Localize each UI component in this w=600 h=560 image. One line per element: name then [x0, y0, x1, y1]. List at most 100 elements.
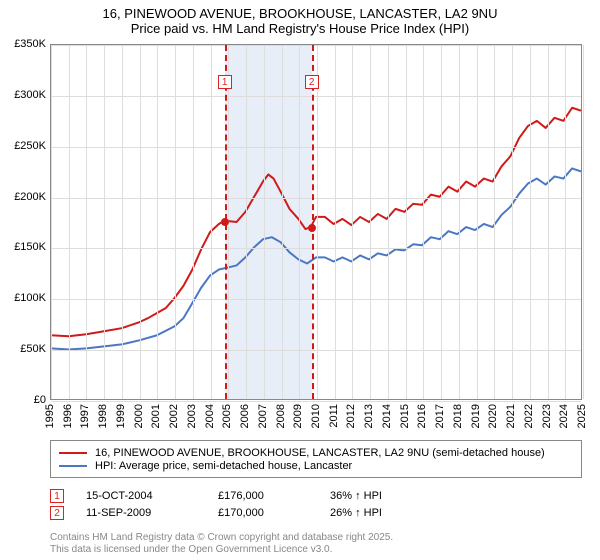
xtick-label: 2018	[452, 404, 464, 428]
ytick-label: £300K	[0, 89, 46, 101]
xtick-label: 1996	[62, 404, 74, 428]
gridline-h	[51, 401, 581, 402]
gridline-h	[51, 45, 581, 46]
chart-container: 16, PINEWOOD AVENUE, BROOKHOUSE, LANCAST…	[0, 0, 600, 560]
legend-row-1: HPI: Average price, semi-detached house,…	[59, 460, 573, 472]
gridline-v	[459, 45, 460, 399]
gridline-h	[51, 147, 581, 148]
gridline-h	[51, 350, 581, 351]
xtick-label: 2025	[576, 404, 588, 428]
event-row-1: 1 15-OCT-2004 £176,000 36% ↑ HPI	[50, 489, 582, 503]
ytick-label: £100K	[0, 292, 46, 304]
gridline-v	[122, 45, 123, 399]
ytick-label: £150K	[0, 241, 46, 253]
legend-label-0: 16, PINEWOOD AVENUE, BROOKHOUSE, LANCAST…	[95, 447, 545, 459]
gridline-v	[335, 45, 336, 399]
event-dash-2	[312, 45, 314, 399]
gridline-h	[51, 96, 581, 97]
gridline-v	[494, 45, 495, 399]
gridline-v	[69, 45, 70, 399]
gridline-v	[175, 45, 176, 399]
gridline-v	[157, 45, 158, 399]
event-pct-1: 36% ↑ HPI	[330, 490, 382, 502]
event-badge-1: 1	[50, 489, 64, 503]
legend-label-1: HPI: Average price, semi-detached house,…	[95, 460, 352, 472]
xtick-label: 2009	[292, 404, 304, 428]
event-price-1: £176,000	[218, 490, 308, 502]
legend-swatch-1	[59, 465, 87, 467]
xtick-label: 1995	[44, 404, 56, 428]
xtick-label: 2000	[133, 404, 145, 428]
xtick-label: 2001	[150, 404, 162, 428]
chart-titles: 16, PINEWOOD AVENUE, BROOKHOUSE, LANCAST…	[0, 0, 600, 36]
gridline-v	[299, 45, 300, 399]
gridline-v	[86, 45, 87, 399]
xtick-label: 2016	[416, 404, 428, 428]
title-line-2: Price paid vs. HM Land Registry's House …	[0, 21, 600, 36]
event-badge-2: 2	[50, 506, 64, 520]
event-marker-2	[308, 224, 316, 232]
gridline-v	[441, 45, 442, 399]
xtick-label: 2014	[381, 404, 393, 428]
gridline-v	[193, 45, 194, 399]
gridline-h	[51, 248, 581, 249]
gridline-v	[282, 45, 283, 399]
gridline-h	[51, 299, 581, 300]
xtick-label: 2015	[399, 404, 411, 428]
event-table: 115-OCT-2004£176,00036% ↑ HPI211-SEP-200…	[50, 486, 582, 523]
xtick-label: 2004	[204, 404, 216, 428]
footer-attribution: Contains HM Land Registry data © Crown c…	[50, 532, 582, 556]
gridline-v	[51, 45, 52, 399]
gridline-v	[264, 45, 265, 399]
gridline-v	[406, 45, 407, 399]
xtick-label: 2023	[541, 404, 553, 428]
gridline-v	[548, 45, 549, 399]
gridline-h	[51, 198, 581, 199]
footer-line-1: Contains HM Land Registry data © Crown c…	[50, 532, 582, 544]
ytick-label: £250K	[0, 140, 46, 152]
event-price-2: £170,000	[218, 507, 308, 519]
gridline-v	[317, 45, 318, 399]
xtick-label: 2019	[470, 404, 482, 428]
plot-area: 12	[50, 44, 582, 400]
ytick-label: £50K	[0, 343, 46, 355]
xtick-label: 2020	[487, 404, 499, 428]
line-series-svg	[51, 45, 581, 399]
xtick-label: 2011	[328, 404, 340, 428]
event-callout-1: 1	[218, 75, 232, 89]
xtick-label: 2003	[186, 404, 198, 428]
gridline-v	[583, 45, 584, 399]
gridline-v	[565, 45, 566, 399]
xtick-label: 2017	[434, 404, 446, 428]
gridline-v	[370, 45, 371, 399]
xtick-label: 2002	[168, 404, 180, 428]
legend: 16, PINEWOOD AVENUE, BROOKHOUSE, LANCAST…	[50, 440, 582, 478]
gridline-v	[530, 45, 531, 399]
event-pct-2: 26% ↑ HPI	[330, 507, 382, 519]
legend-swatch-0	[59, 452, 87, 454]
xtick-label: 2012	[345, 404, 357, 428]
xtick-label: 2024	[558, 404, 570, 428]
xtick-label: 2022	[523, 404, 535, 428]
xtick-label: 2021	[505, 404, 517, 428]
gridline-v	[512, 45, 513, 399]
gridline-v	[477, 45, 478, 399]
event-date-1: 15-OCT-2004	[86, 490, 196, 502]
ytick-label: £0	[0, 394, 46, 406]
legend-row-0: 16, PINEWOOD AVENUE, BROOKHOUSE, LANCAST…	[59, 447, 573, 459]
gridline-v	[104, 45, 105, 399]
xtick-label: 1999	[115, 404, 127, 428]
series-line-0	[51, 108, 581, 337]
xtick-label: 2005	[221, 404, 233, 428]
event-callout-2: 2	[305, 75, 319, 89]
event-marker-1	[221, 218, 229, 226]
ytick-label: £350K	[0, 38, 46, 50]
xtick-label: 2010	[310, 404, 322, 428]
title-line-1: 16, PINEWOOD AVENUE, BROOKHOUSE, LANCAST…	[0, 6, 600, 21]
footer-line-2: This data is licensed under the Open Gov…	[50, 544, 582, 556]
ytick-label: £200K	[0, 191, 46, 203]
gridline-v	[211, 45, 212, 399]
xtick-label: 1998	[97, 404, 109, 428]
gridline-v	[388, 45, 389, 399]
gridline-v	[140, 45, 141, 399]
